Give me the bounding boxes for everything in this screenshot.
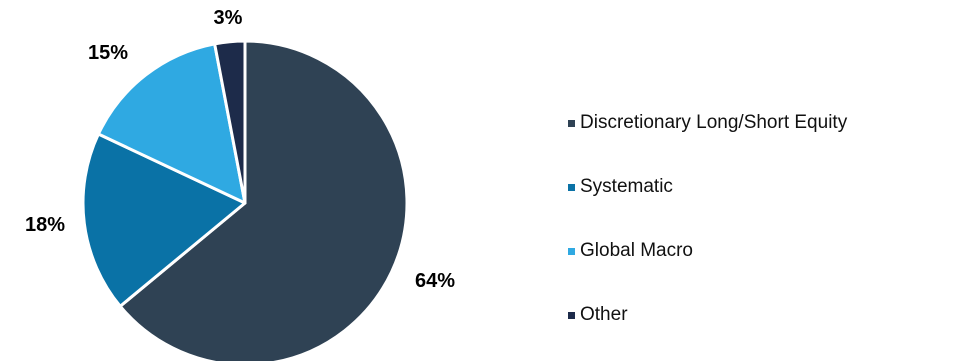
legend-swatch-discretionary: [568, 119, 575, 127]
pie-slice-discretionary: [118, 39, 409, 361]
legend-swatch-global-macro: [568, 247, 575, 255]
legend: Discretionary Long/Short Equity Systemat…: [568, 91, 847, 347]
legend-swatch-other: [568, 311, 575, 319]
legend-item-other: Other: [568, 283, 847, 347]
legend-label-other: Other: [580, 304, 628, 325]
pie-slice-global-macro: [96, 42, 247, 205]
legend-label-global-macro: Global Macro: [580, 240, 693, 261]
data-label-other: 3%: [214, 7, 243, 29]
pie-slice-systematic: [81, 132, 247, 308]
data-label-global-macro: 15%: [88, 42, 128, 64]
legend-item-global-macro: Global Macro: [568, 219, 847, 283]
data-label-systematic: 18%: [25, 214, 65, 236]
legend-item-discretionary: Discretionary Long/Short Equity: [568, 91, 847, 155]
legend-label-discretionary: Discretionary Long/Short Equity: [580, 112, 848, 133]
data-label-discretionary: 64%: [415, 270, 455, 292]
legend-item-systematic: Systematic: [568, 155, 847, 219]
pie-slices: [81, 39, 409, 361]
legend-swatch-systematic: [568, 183, 575, 191]
pie-data-labels: 64% 18% 15% 3%: [25, 7, 455, 292]
pie-slice-other: [213, 39, 247, 205]
legend-label-systematic: Systematic: [580, 176, 673, 197]
